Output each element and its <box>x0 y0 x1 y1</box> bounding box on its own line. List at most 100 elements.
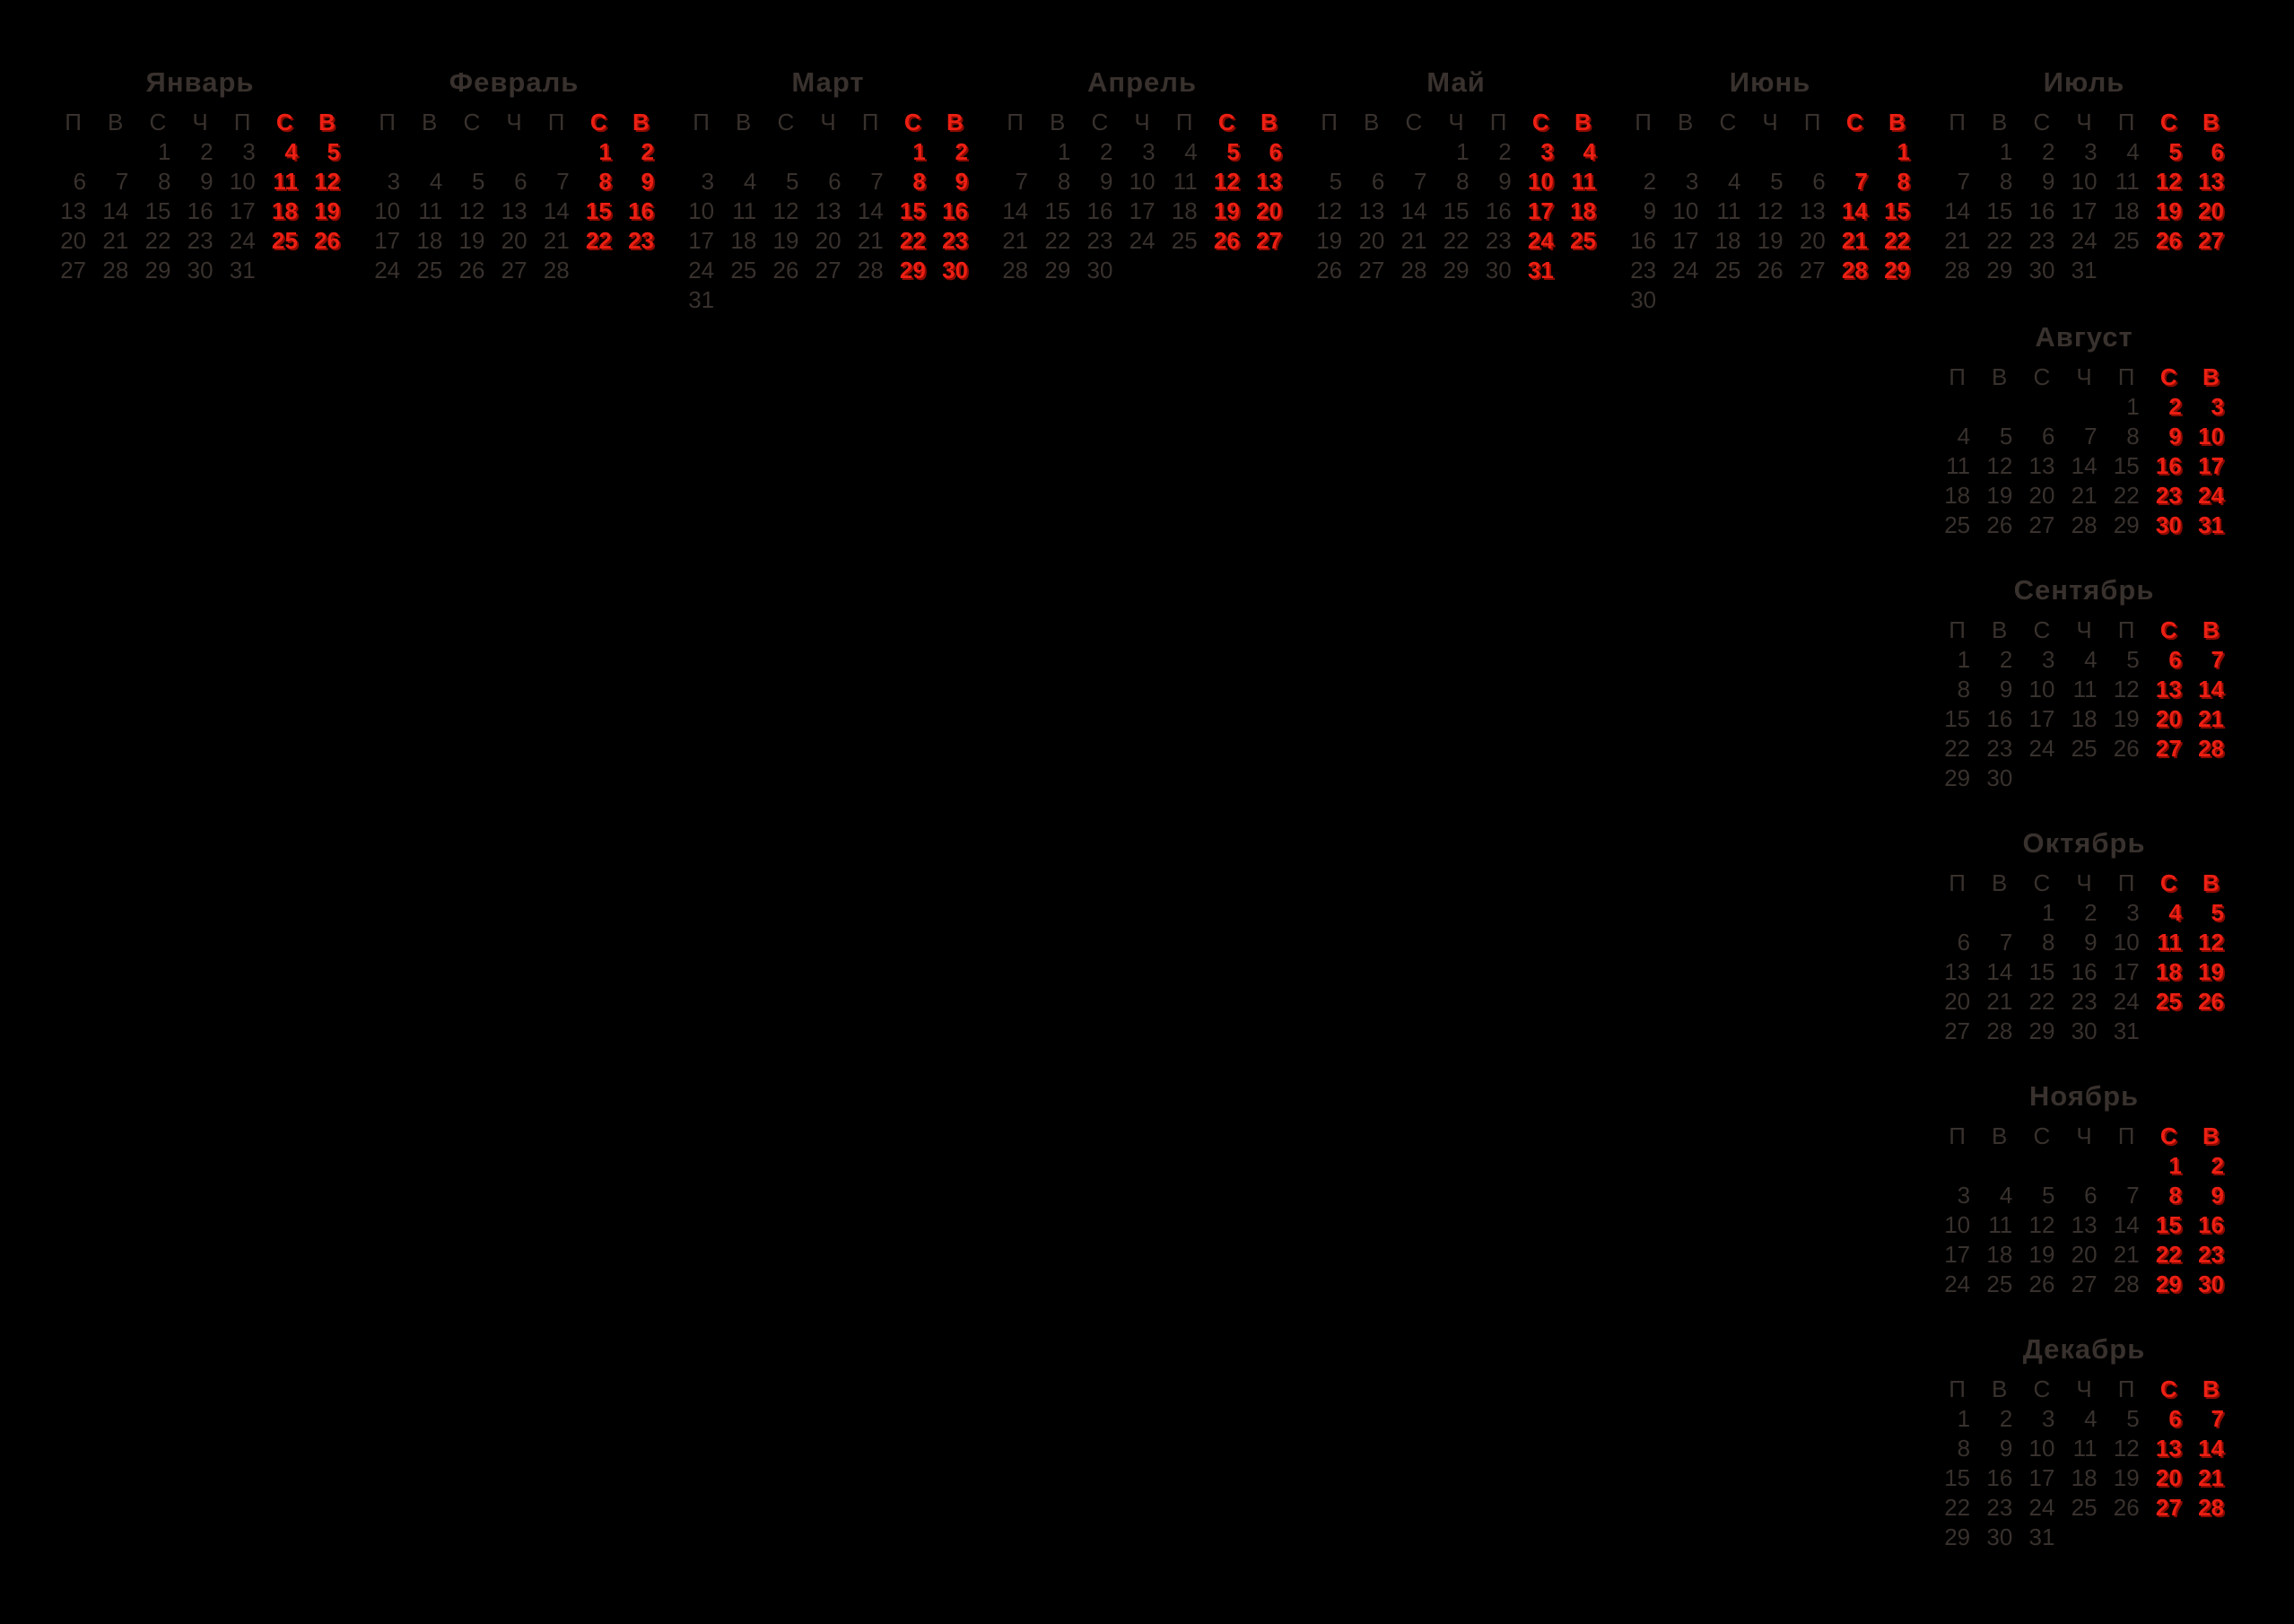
month-title: Июль <box>2043 66 2125 98</box>
weekday-header: П <box>1803 109 1821 135</box>
day-cell: 21 <box>543 227 570 254</box>
day-cell: 28 <box>857 257 884 284</box>
day-cell: 2 <box>1999 646 2013 673</box>
day-cell: 17 <box>2028 1464 2055 1491</box>
day-cell: 10 <box>2028 676 2055 703</box>
day-cell-weekend: 2 <box>2168 393 2182 420</box>
weekday-header: Ч <box>506 109 522 135</box>
day-cell: 15 <box>1044 197 1071 224</box>
day-cell: 28 <box>543 257 570 284</box>
day-cell: 25 <box>2071 1494 2098 1521</box>
day-cell-weekend: 23 <box>628 227 654 254</box>
empty-cell <box>1936 1151 1978 1181</box>
empty-cell <box>1392 137 1435 167</box>
month-title: Сентябрь <box>2013 574 2155 606</box>
day-cell: 15 <box>2028 958 2055 985</box>
weekday-header: П <box>547 109 565 135</box>
day-cell-weekend: 8 <box>598 168 612 195</box>
empty-cell <box>408 137 450 167</box>
day-cell: 17 <box>2071 197 2098 224</box>
weekday-header: В <box>1992 869 2008 896</box>
day-cell: 11 <box>1946 452 1971 479</box>
day-cell: 4 <box>1184 138 1198 165</box>
weekday-header: П <box>2117 363 2135 390</box>
day-cell-weekend: 8 <box>912 168 926 195</box>
empty-cell <box>2106 1151 2148 1181</box>
weekday-header-weekend: С <box>275 109 293 135</box>
day-cell: 6 <box>1812 168 1826 195</box>
day-cell-weekend: 30 <box>942 257 968 284</box>
empty-cell <box>1706 285 1749 315</box>
weekday-header-weekend: С <box>1845 109 1863 135</box>
day-cell-weekend: 28 <box>1841 257 1868 284</box>
month-november: Ноябрь П В С Ч П С В 1 2 3 4 5 6 7 8 9 10 11 12 13 14 15 16 17 1… <box>1936 1080 2232 1299</box>
month-title: Август <box>2035 321 2133 353</box>
day-cell-weekend: 28 <box>2198 735 2224 762</box>
day-cell: 8 <box>1999 168 2013 195</box>
day-cell: 27 <box>1358 257 1385 284</box>
day-cell-weekend: 3 <box>1540 138 1554 165</box>
weekday-header: Ч <box>192 109 208 135</box>
day-cell: 19 <box>458 227 485 254</box>
day-cell-weekend: 31 <box>1527 257 1554 284</box>
day-cell-weekend: 5 <box>327 138 340 165</box>
day-cell: 29 <box>144 257 171 284</box>
day-cell: 21 <box>1986 988 2013 1015</box>
day-cell-weekend: 4 <box>284 138 298 165</box>
day-cell: 31 <box>2028 1524 2055 1550</box>
day-cell-weekend: 27 <box>2155 735 2182 762</box>
day-cell: 9 <box>200 168 214 195</box>
weekday-header-weekend: В <box>1888 109 1906 135</box>
day-cell-weekend: 15 <box>1884 197 1910 224</box>
day-cell-weekend: 3 <box>2211 393 2224 420</box>
empty-cell <box>2020 764 2063 793</box>
empty-cell <box>2063 1151 2105 1181</box>
day-cell: 31 <box>688 286 715 313</box>
day-cell: 24 <box>1129 227 1156 254</box>
day-cell: 19 <box>1757 227 1784 254</box>
empty-cell <box>1749 285 1791 315</box>
day-cell: 27 <box>2028 511 2055 538</box>
day-cell-weekend: 20 <box>2155 1464 2182 1491</box>
day-cell: 22 <box>144 227 171 254</box>
day-cell: 3 <box>1142 138 1156 165</box>
day-cell-weekend: 27 <box>2198 227 2224 254</box>
day-cell: 15 <box>1443 197 1470 224</box>
day-cell: 27 <box>2071 1270 2098 1297</box>
day-cell: 24 <box>2028 735 2055 762</box>
day-cell: 17 <box>1944 1241 1971 1268</box>
month-august: Август П В С Ч П С В 1 2 3 4 5 6 7 8 9 10 11 12 13 14 15 16 17 1… <box>1936 321 2232 540</box>
day-cell: 8 <box>1456 168 1470 195</box>
weekday-header: В <box>1050 109 1066 135</box>
weekday-header-weekend: В <box>2202 1122 2220 1149</box>
day-cell: 28 <box>102 257 129 284</box>
day-cell-weekend: 19 <box>2155 197 2182 224</box>
day-cell-weekend: 2 <box>955 138 968 165</box>
day-cell-weekend: 1 <box>598 138 612 165</box>
day-cell-weekend: 29 <box>899 257 926 284</box>
weekday-header: Ч <box>1134 109 1150 135</box>
weekday-header: С <box>1719 109 1737 135</box>
day-cell: 19 <box>772 227 799 254</box>
day-cell: 29 <box>2113 511 2140 538</box>
month-title: Январь <box>145 66 255 98</box>
day-cell: 8 <box>157 168 171 195</box>
empty-cell <box>1248 256 1290 285</box>
weekday-header: П <box>1949 869 1966 896</box>
weekday-header: П <box>65 109 82 135</box>
day-cell: 22 <box>1443 227 1470 254</box>
day-cell: 4 <box>743 168 757 195</box>
empty-cell <box>994 137 1036 167</box>
empty-cell <box>2148 1017 2190 1046</box>
day-cell-weekend: 7 <box>2211 646 2224 673</box>
day-cell: 18 <box>1944 482 1971 509</box>
empty-cell <box>1664 137 1706 167</box>
day-cell: 24 <box>1672 257 1699 284</box>
day-cell: 16 <box>1485 197 1512 224</box>
weekday-header-weekend: С <box>903 109 921 135</box>
day-cell-weekend: 21 <box>2198 705 2224 732</box>
day-cell: 11 <box>732 197 757 224</box>
day-cell-weekend: 16 <box>2155 452 2182 479</box>
day-cell: 24 <box>2071 227 2098 254</box>
day-cell-weekend: 20 <box>2198 197 2224 224</box>
